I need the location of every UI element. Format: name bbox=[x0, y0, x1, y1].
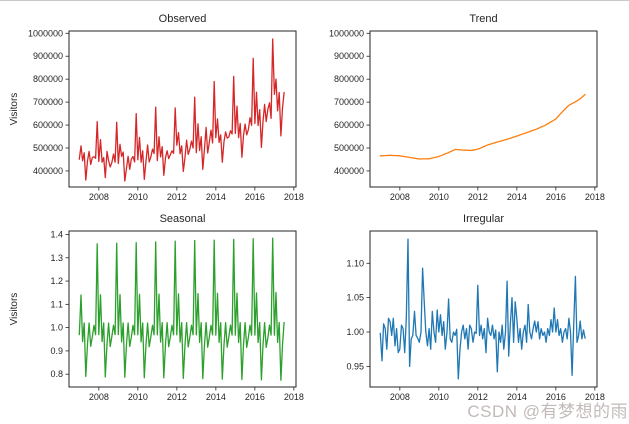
trend-x-tick-label: 2008 bbox=[390, 192, 410, 202]
observed-axes-frame bbox=[68, 30, 297, 188]
trend-axes-frame bbox=[369, 30, 598, 188]
seasonal-x-tick-label: 2012 bbox=[167, 392, 187, 402]
observed-x-tick-label: 2008 bbox=[89, 192, 109, 202]
trend-x-tick-label: 2016 bbox=[546, 192, 566, 202]
seasonal-y-tick-label: 1.4 bbox=[50, 229, 63, 239]
observed-x-tick-label: 2010 bbox=[128, 192, 148, 202]
irregular-y-tick-label: 1.05 bbox=[346, 293, 364, 303]
observed-y-tick-label: 1000000 bbox=[28, 28, 63, 38]
y-axis-label-observed: Visitors bbox=[9, 92, 20, 126]
irregular-axes-frame bbox=[369, 230, 598, 388]
irregular-y-tick-label: 1.00 bbox=[346, 327, 364, 337]
seasonal-x-tick-label: 2008 bbox=[89, 392, 109, 402]
trend-x-tick-label: 2010 bbox=[429, 192, 449, 202]
trend-y-tick-label: 1000000 bbox=[329, 28, 364, 38]
trend-y-tick-label: 600000 bbox=[334, 120, 364, 130]
observed-y-tick-label: 400000 bbox=[33, 166, 63, 176]
trend-y-tick-label: 700000 bbox=[334, 97, 364, 107]
seasonal-axes-frame bbox=[68, 230, 297, 388]
trend-y-tick-label: 900000 bbox=[334, 51, 364, 61]
seasonal-x-tick-label: 2014 bbox=[206, 392, 226, 402]
irregular-y-tick-label: 0.95 bbox=[346, 361, 364, 371]
seasonal-x-tick-label: 2016 bbox=[245, 392, 265, 402]
seasonal-y-tick-label: 1.1 bbox=[50, 299, 63, 309]
observed-y-tick-label: 500000 bbox=[33, 143, 63, 153]
trend-y-tick-label: 800000 bbox=[334, 74, 364, 84]
trend-y-tick-label: 500000 bbox=[334, 143, 364, 153]
observed-y-tick-label: 800000 bbox=[33, 74, 63, 84]
subplot-title-irregular: Irregular bbox=[463, 213, 504, 225]
trend-x-tick-label: 2018 bbox=[585, 192, 605, 202]
y-axis-label-seasonal: Visitors bbox=[9, 292, 20, 326]
observed-x-tick-label: 2012 bbox=[167, 192, 187, 202]
irregular-y-tick-label: 1.10 bbox=[346, 258, 364, 268]
seasonal-y-tick-label: 1.3 bbox=[50, 253, 63, 263]
irregular-x-tick-label: 2018 bbox=[585, 392, 605, 402]
observed-x-tick-label: 2016 bbox=[245, 192, 265, 202]
observed-x-tick-label: 2014 bbox=[206, 192, 226, 202]
trend-x-tick-label: 2014 bbox=[507, 192, 527, 202]
irregular-x-tick-label: 2012 bbox=[468, 392, 488, 402]
observed-x-tick-label: 2018 bbox=[284, 192, 304, 202]
irregular-line bbox=[379, 238, 586, 380]
observed-y-tick-label: 900000 bbox=[33, 51, 63, 61]
trend-y-tick-label: 400000 bbox=[334, 166, 364, 176]
observed-y-tick-label: 700000 bbox=[33, 97, 63, 107]
subplot-title-seasonal: Seasonal bbox=[159, 213, 206, 225]
subplot-title-trend: Trend bbox=[469, 13, 498, 25]
seasonal-x-tick-label: 2010 bbox=[128, 392, 148, 402]
seasonal-x-tick-label: 2018 bbox=[284, 392, 304, 402]
observed-line bbox=[78, 38, 285, 182]
observed-y-tick-label: 600000 bbox=[33, 120, 63, 130]
irregular-x-tick-label: 2008 bbox=[390, 392, 410, 402]
seasonal-y-tick-label: 1.0 bbox=[50, 323, 63, 333]
irregular-x-tick-label: 2010 bbox=[429, 392, 449, 402]
watermark: CSDN @有梦想的雨 bbox=[467, 402, 628, 421]
seasonal-y-tick-label: 1.2 bbox=[50, 276, 63, 286]
irregular-x-tick-label: 2016 bbox=[546, 392, 566, 402]
seasonal-y-tick-label: 0.8 bbox=[50, 369, 63, 379]
trend-x-tick-label: 2012 bbox=[468, 192, 488, 202]
trend-line bbox=[379, 93, 586, 160]
top-divider bbox=[0, 0, 629, 1]
irregular-x-tick-label: 2014 bbox=[507, 392, 527, 402]
seasonal-line bbox=[78, 237, 285, 381]
seasonal-y-tick-label: 0.9 bbox=[50, 346, 63, 356]
subplot-title-observed: Observed bbox=[158, 13, 207, 25]
